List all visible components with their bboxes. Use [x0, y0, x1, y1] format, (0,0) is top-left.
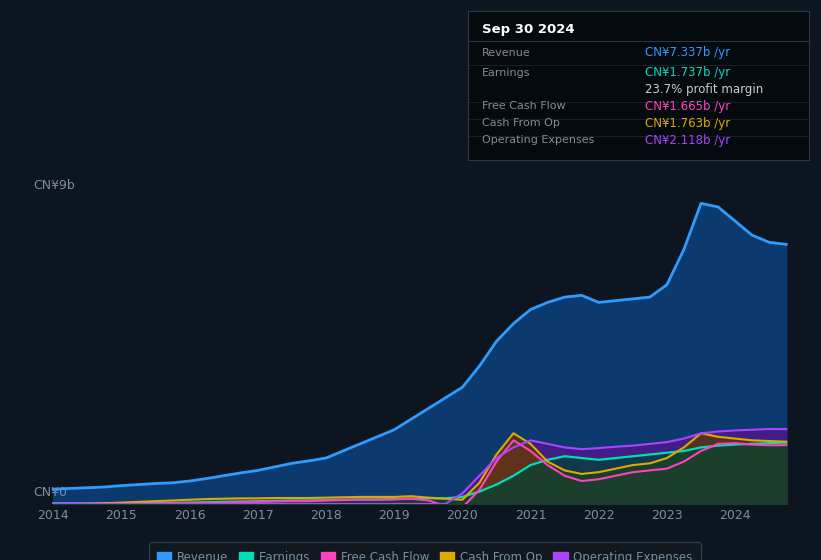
Text: Cash From Op: Cash From Op	[482, 118, 559, 128]
Text: Free Cash Flow: Free Cash Flow	[482, 101, 565, 111]
Text: CN¥1.763b /yr: CN¥1.763b /yr	[645, 116, 731, 130]
Text: CN¥2.118b /yr: CN¥2.118b /yr	[645, 134, 731, 147]
Text: Revenue: Revenue	[482, 48, 530, 58]
Legend: Revenue, Earnings, Free Cash Flow, Cash From Op, Operating Expenses: Revenue, Earnings, Free Cash Flow, Cash …	[149, 543, 701, 560]
Text: Earnings: Earnings	[482, 68, 530, 78]
Text: CN¥0: CN¥0	[34, 486, 67, 499]
Text: CN¥1.737b /yr: CN¥1.737b /yr	[645, 66, 731, 80]
Text: CN¥1.665b /yr: CN¥1.665b /yr	[645, 100, 731, 113]
Text: Sep 30 2024: Sep 30 2024	[482, 23, 574, 36]
Text: CN¥7.337b /yr: CN¥7.337b /yr	[645, 46, 730, 59]
Text: CN¥9b: CN¥9b	[34, 179, 76, 192]
Text: 23.7% profit margin: 23.7% profit margin	[645, 83, 764, 96]
Text: Operating Expenses: Operating Expenses	[482, 136, 594, 145]
